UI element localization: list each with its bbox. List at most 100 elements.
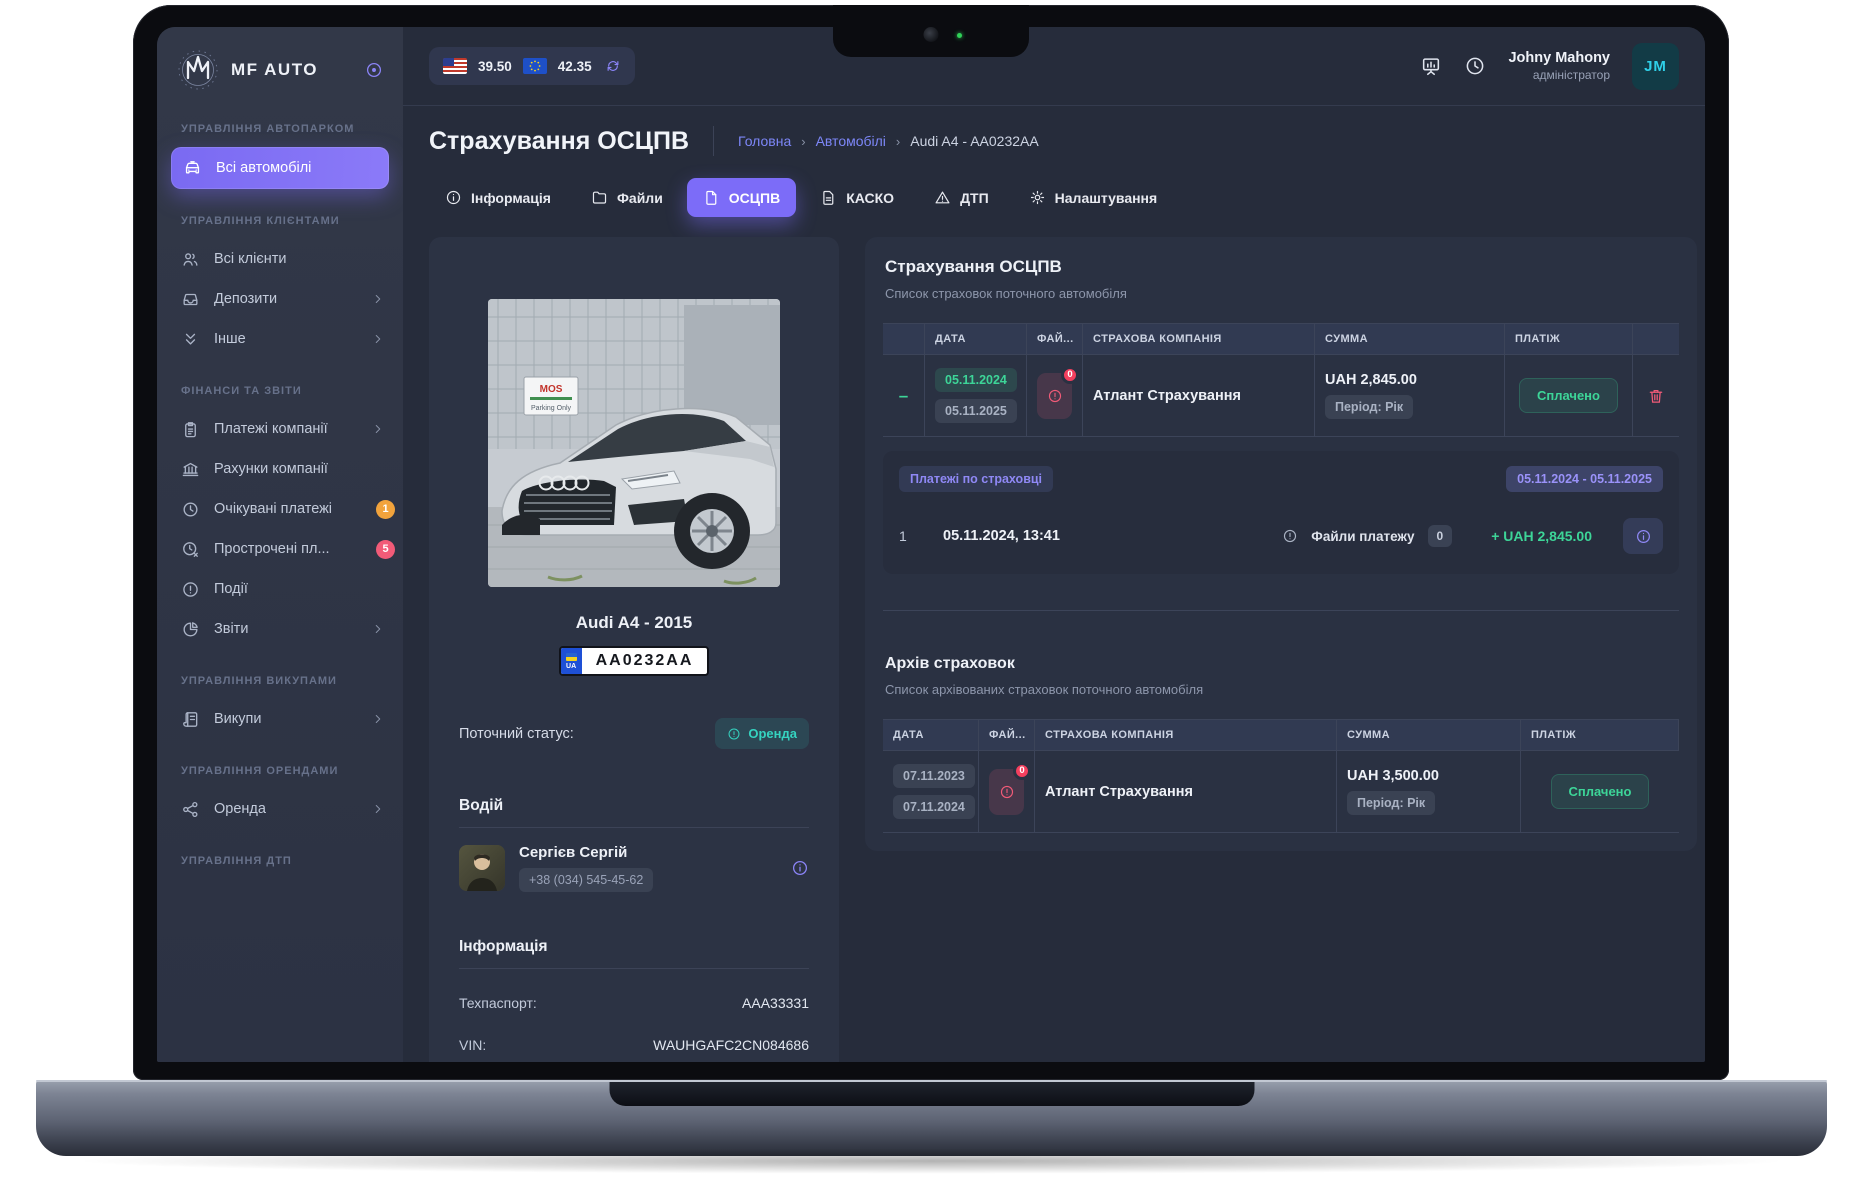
tab-label: ДТП [960,189,989,206]
car-card: MOS Parking Only [429,237,839,1062]
row-files-cell: 0 [1027,355,1083,437]
section-label-buyouts: УПРАВЛІННЯ ВИКУПАМИ [181,675,337,687]
files-alert-icon[interactable]: 0 [1037,365,1079,419]
period-pill: Період: Рік [1347,791,1436,815]
sidebar-item-label: Платежі компанії [214,421,328,437]
target-icon[interactable] [365,61,383,79]
plate-country: UA [566,662,577,670]
payment-row: 1 05.11.2024, 13:41 Файли платежу 0 + [899,518,1663,554]
sidebar-item-company-accounts[interactable]: Рахунки компанії [157,449,403,489]
currency-rates-widget: 39.50 42.35 [429,47,635,85]
insurance-title: Страхування ОСЦПВ [885,257,1062,276]
breadcrumb-cars[interactable]: Автомобілі [815,133,886,149]
row-date-cell: 07.11.2023 07.11.2024 [883,751,979,833]
webcam-led [957,33,962,38]
collapse-row-button[interactable]: – [898,385,909,405]
row-amount-cell: UAH 2,845.00 Період: Рік [1315,355,1505,437]
payments-subpanel: Платежі по страховці 05.11.2024 - 05.11.… [883,451,1679,574]
sidebar-item-rent[interactable]: Оренда [157,789,403,829]
user-name: Johny Mahony [1508,50,1610,66]
refresh-rates-icon[interactable] [605,58,621,74]
status-value: Оренда [748,726,797,741]
sidebar-item-company-payments[interactable]: Платежі компанії [157,409,403,449]
company-name: Атлант Страхування [1093,387,1241,404]
car-photo: MOS Parking Only [488,299,780,587]
driver-info-icon[interactable] [791,859,809,877]
page-title: Страхування ОСЦПВ [429,126,690,155]
section-label-rentals: УПРАВЛІННЯ ОРЕНДАМИ [181,765,339,777]
breadcrumb-home[interactable]: Головна [738,133,792,149]
breadcrumb-separator: › [801,133,806,149]
row-payment-cell: Сплачено [1505,355,1633,437]
paid-status-pill: Сплачено [1519,378,1618,413]
sidebar-item-buyouts[interactable]: Викупи [157,699,403,739]
payments-date-range: 05.11.2024 - 05.11.2025 [1506,466,1663,492]
row-amount-cell: UAH 3,500.00 Період: Рік [1337,751,1521,833]
files-count-badge: 0 [1061,365,1079,384]
status-badge[interactable]: Оренда [715,718,809,749]
section-label-accidents: УПРАВЛІННЯ ДТП [181,855,292,867]
svg-text:Parking Only: Parking Only [531,405,572,412]
sidebar-item-all-cars[interactable]: Всі автомобілі [171,147,389,189]
laptop-base [36,1080,1827,1156]
sidebar-item-label: Оренда [214,801,266,817]
date-to-pill: 05.11.2025 [935,399,1017,423]
tab-information[interactable]: Інформація [429,178,567,217]
sidebar-item-reports[interactable]: Звіти [157,609,403,649]
sidebar-item-events[interactable]: Події [157,569,403,609]
file-text-icon [820,189,837,206]
date-from-pill: 05.11.2024 [935,368,1017,392]
laptop-screen: MF AUTO УПРАВЛІННЯ АВТОПАРКОМ Всі автомо… [133,5,1729,1080]
payments-title: Платежі по страховці [899,466,1054,492]
avatar[interactable]: JM [1632,42,1679,90]
col-files: ФАЙ... [979,720,1035,751]
usd-rate: 39.50 [478,58,512,74]
overdue-payments-badge: 5 [376,539,395,559]
archive-subtitle: Список архівованих страховок поточного а… [885,682,1204,697]
amount-value: UAH 2,845.00 [1325,372,1417,388]
sidebar-item-expected-payments[interactable]: Очікувані платежі 1 [157,489,403,529]
archive-table: ДАТА ФАЙ... СТРАХОВА КОМПАНІЯ СУММА ПЛАТ… [883,719,1679,833]
presentation-board-icon[interactable] [1420,55,1442,77]
driver-details: Сергієв Сергій +38 (034) 545-45-62 [519,844,654,892]
sidebar-item-deposits[interactable]: Депозити [157,279,403,319]
col-actions [1633,324,1679,355]
tab-kasko[interactable]: КАСКО [804,178,910,217]
tab-dtp[interactable]: ДТП [918,178,1005,217]
insurance-table: ДАТА ФАЙ... СТРАХОВА КОМПАНІЯ СУММА ПЛАТ… [883,323,1679,437]
breadcrumb-current: Audi A4 - AA0232AA [910,133,1039,149]
divider [459,827,809,828]
clock-icon [181,500,200,519]
divider [883,610,1679,611]
payment-amount: + UAH 2,845.00 [1491,528,1592,544]
payment-info-button[interactable] [1623,518,1663,554]
brand-name: MF AUTO [231,60,318,79]
pie-chart-icon [181,620,200,639]
sidebar-item-other[interactable]: Інше [157,319,403,359]
col-date: ДАТА [925,324,1027,355]
topbar-right: Johny Mahony адміністратор JM [1420,42,1679,90]
usa-flag-icon [443,58,467,74]
tab-oscpv[interactable]: ОСЦПВ [686,178,797,217]
files-count-badge: 0 [1013,761,1031,780]
user-role: адміністратор [1532,68,1610,82]
tab-settings[interactable]: Налаштування [1013,178,1174,217]
sidebar-item-overdue-payments[interactable]: Прострочені пл... 5 [157,529,403,569]
sidebar-item-label: Всі клієнти [214,251,287,267]
share-icon [181,800,200,819]
section-label-fleet: УПРАВЛІННЯ АВТОПАРКОМ [181,123,355,135]
col-company: СТРАХОВА КОМПАНІЯ [1035,720,1337,751]
eu-flag-icon [522,58,547,74]
files-alert-icon[interactable]: 0 [989,761,1031,815]
driver-phone: +38 (034) 545-45-62 [519,868,654,892]
trash-icon[interactable] [1647,387,1665,405]
inbox-icon [181,290,200,309]
gear-icon [1029,189,1046,206]
clock-icon[interactable] [1464,55,1486,77]
info-heading: Інформація [459,938,548,955]
sidebar-item-label: Звіти [214,621,249,637]
tab-files[interactable]: Файли [575,178,679,217]
sidebar-item-all-clients[interactable]: Всі клієнти [157,239,403,279]
driver-avatar [459,845,505,891]
payment-files-label: Файли платежу [1311,528,1415,544]
